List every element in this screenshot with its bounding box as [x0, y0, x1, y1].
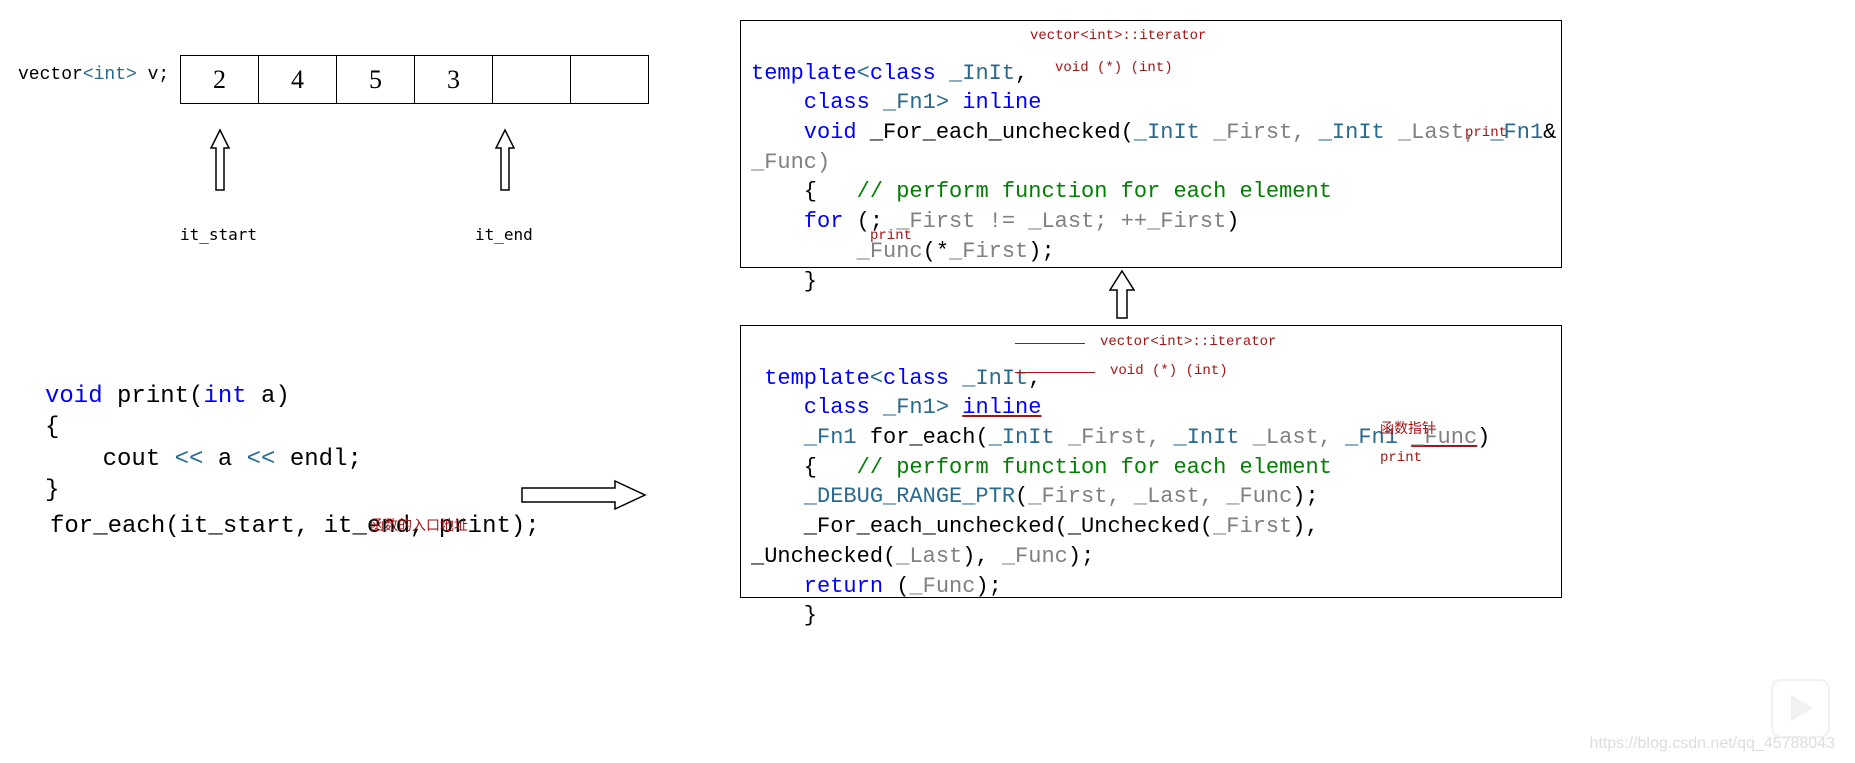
box1-annot-init: vector<int>::iterator: [1030, 28, 1206, 44]
box2-annot-print: print: [1380, 450, 1422, 466]
box1-annot-print1: print: [1465, 125, 1507, 141]
right-arrow-icon: [520, 478, 650, 512]
cell-0: 2: [181, 56, 259, 104]
cell-3: 3: [415, 56, 493, 104]
cell-1: 4: [259, 56, 337, 104]
up-arrow-between-icon: [1105, 268, 1139, 323]
it-end-label: it_end: [475, 225, 533, 244]
cell-4: [493, 56, 571, 104]
cell-2: 5: [337, 56, 415, 104]
arrow-it-end-icon: [490, 120, 520, 200]
it-start-label: it_start: [180, 225, 257, 244]
cell-5: [571, 56, 649, 104]
box2-annot-fn1: void (*) (int): [1110, 363, 1228, 379]
redline-1: [1015, 343, 1085, 344]
redline-2: [1015, 372, 1095, 373]
box1-annot-fn1: void (*) (int): [1055, 60, 1173, 76]
play-button-icon[interactable]: [1771, 679, 1830, 738]
entry-addr-annot: 函数的入口地址: [370, 515, 468, 535]
box2-annot-funcptr: 函数指针: [1380, 418, 1436, 438]
arrow-it-start-icon: [205, 120, 235, 200]
vector-table: 2 4 5 3: [180, 55, 649, 104]
for-each-unchecked-box: template<class _InIt, class _Fn1> inline…: [740, 20, 1562, 268]
box2-annot-init: vector<int>::iterator: [1100, 334, 1276, 350]
box1-annot-print2: print: [870, 228, 912, 244]
vector-decl: vector<int> v;: [18, 65, 169, 85]
